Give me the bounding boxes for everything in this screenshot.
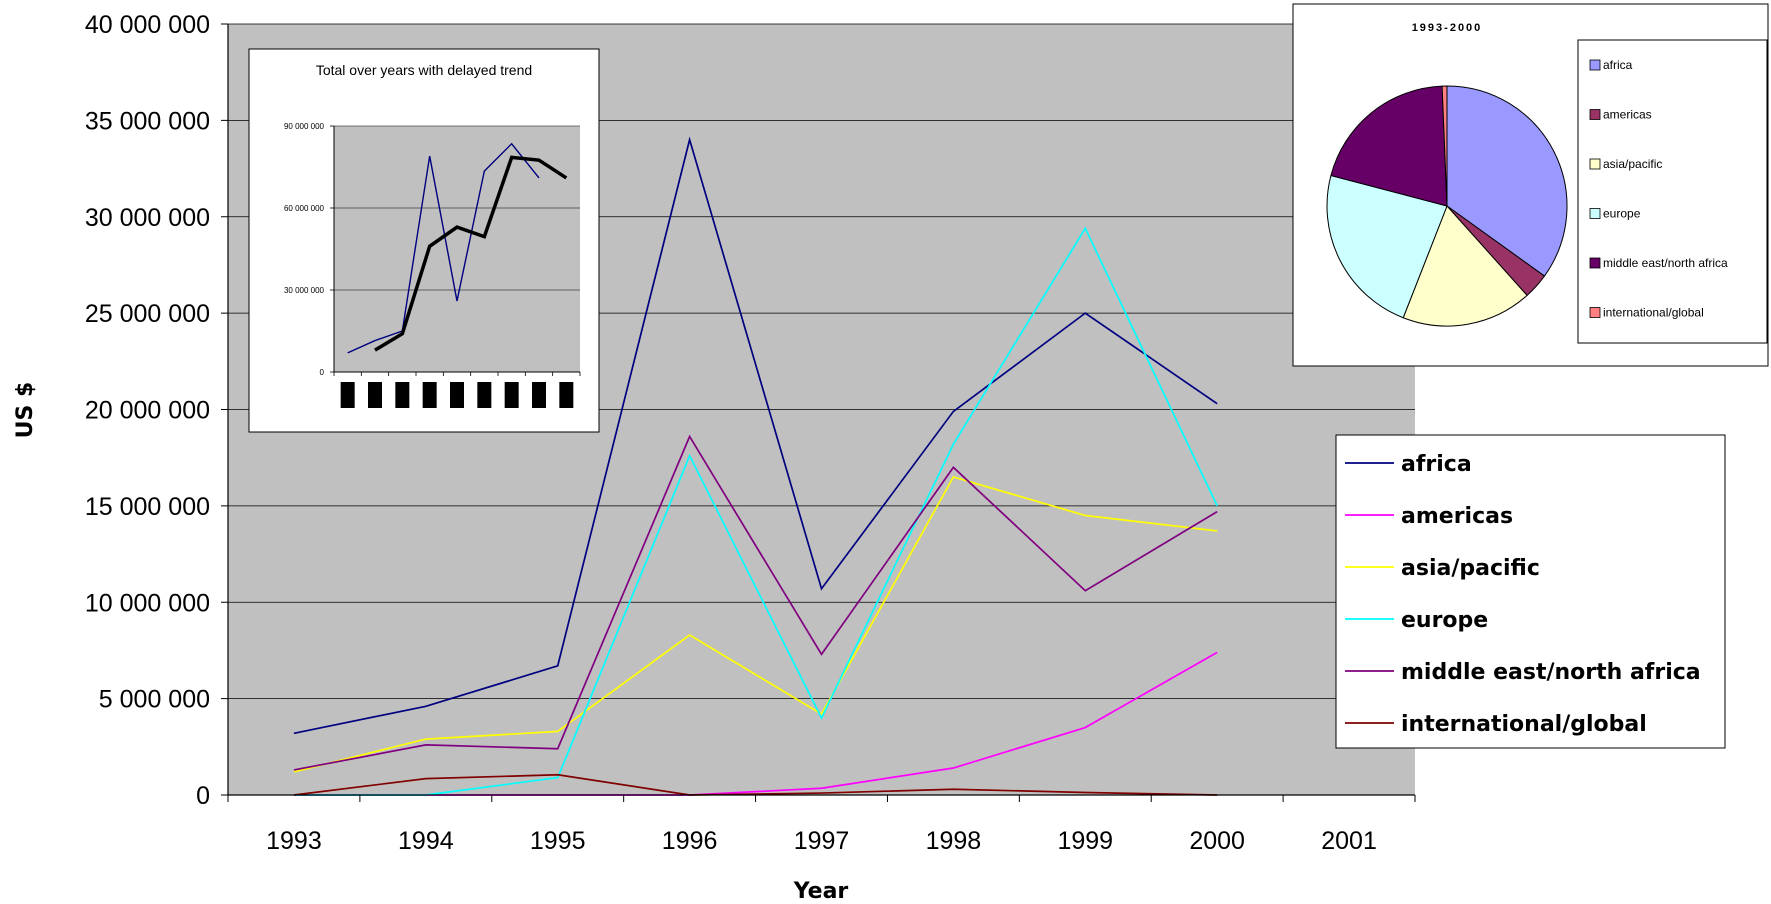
x-tick-label: 1994 xyxy=(398,827,454,855)
y-tick-label: 15 000 000 xyxy=(85,493,210,521)
pie-slice-asia-pacific xyxy=(1402,205,1528,327)
inset-x-tick-labels xyxy=(333,372,581,408)
pie-slice-europe xyxy=(1326,174,1448,319)
x-tick-label: 1997 xyxy=(794,827,850,855)
pie-chart: 1993-2000 africa americas asia/pacific euro… xyxy=(1292,3,1769,367)
pie-legend-swatch xyxy=(1589,59,1601,71)
pie-legend-swatch xyxy=(1589,307,1601,318)
series-line-international-global xyxy=(293,773,1218,796)
series-line-middle-east-north-africa xyxy=(293,434,1218,771)
y-tick-label: 25 000 000 xyxy=(85,300,210,328)
inset-series-lines xyxy=(347,142,568,354)
legend-label: americas xyxy=(1401,504,1513,529)
inset-y-tick-label: 90 000 000 xyxy=(284,122,325,131)
legend-label: international/global xyxy=(1401,712,1647,737)
x-tick-label: 2000 xyxy=(1189,827,1245,855)
x-tick-label: 1998 xyxy=(926,827,982,855)
inset-x-tick-label-block xyxy=(395,382,410,408)
inset-total-chart: Total over years with delayed trend 0 30 … xyxy=(248,48,600,433)
legend-box xyxy=(1335,434,1726,749)
legend-label: asia/pacific xyxy=(1401,556,1540,581)
x-axis-ticks: 1993 1994 1995 1996 1997 1998 1999 2000 2001 xyxy=(227,795,1416,855)
x-tick-label: 1995 xyxy=(530,827,586,855)
y-tick-label: 0 xyxy=(196,782,210,810)
x-tick-label: 2001 xyxy=(1321,827,1377,855)
y-tick-label: 20 000 000 xyxy=(85,397,210,425)
pie-slices xyxy=(1326,85,1568,327)
y-tick-label: 5 000 000 xyxy=(99,686,210,714)
pie-legend-label: middle east/north africa xyxy=(1603,256,1728,270)
pie-legend-swatch xyxy=(1589,208,1601,219)
y-axis-ticks: 0 5 000 000 10 000 000 15 000 000 20 000 000… xyxy=(85,11,228,810)
y-axis-title: US $ xyxy=(13,382,38,439)
inset-x-tick-label-block xyxy=(368,382,382,408)
inset-x-tick-label-block xyxy=(504,382,519,408)
pie-legend: africa americas asia/pacific europe middle e… xyxy=(1589,58,1728,320)
inset-total-line xyxy=(347,142,540,354)
pie-slice-international-global xyxy=(1441,85,1448,207)
y-tick-label: 35 000 000 xyxy=(85,107,210,135)
inset-title: Total over years with delayed trend xyxy=(316,62,532,78)
inset-y-axis-ticks: 0 30 000 000 60 000 000 90 000 000 xyxy=(284,122,334,377)
pie-legend-label: international/global xyxy=(1603,306,1704,320)
pie-title: 1993-2000 xyxy=(1412,22,1483,34)
inset-y-tick-label: 60 000 000 xyxy=(284,204,325,213)
series-lines xyxy=(293,136,1218,796)
inset-x-tick-label-block xyxy=(477,382,492,408)
x-tick-label: 1996 xyxy=(662,827,718,855)
main-line-chart: 0 5 000 000 10 000 000 15 000 000 20 000 000… xyxy=(13,11,1726,904)
legend-label: africa xyxy=(1401,452,1472,477)
x-axis-title: Year xyxy=(793,879,849,904)
pie-legend-box xyxy=(1577,39,1768,344)
pie-legend-swatch xyxy=(1589,257,1601,269)
x-tick-label: 1993 xyxy=(266,827,322,855)
pie-slice-middle-east-north-africa xyxy=(1330,85,1448,207)
pie-legend-swatch xyxy=(1589,109,1601,120)
series-line-africa xyxy=(293,136,1218,735)
y-tick-label: 10 000 000 xyxy=(85,589,210,617)
pie-slice-africa xyxy=(1446,85,1568,277)
legend: africa americas asia/pacific europe middle e… xyxy=(1335,434,1726,749)
inset-x-tick-label-block xyxy=(532,382,546,408)
pie-legend-swatch xyxy=(1589,158,1601,170)
legend-label: middle east/north africa xyxy=(1401,660,1701,685)
inset-x-tick-label-block xyxy=(422,382,437,408)
pie-legend-label: africa xyxy=(1603,58,1633,72)
inset-x-tick-label-block xyxy=(450,382,464,408)
inset-trend-line xyxy=(374,155,568,352)
pie-legend-label: americas xyxy=(1603,108,1652,122)
inset-x-tick-label-block xyxy=(340,382,355,408)
legend-label: europe xyxy=(1401,608,1488,633)
inset-gridlines xyxy=(334,125,580,291)
series-line-europe xyxy=(293,226,1218,796)
inset-y-tick-label: 30 000 000 xyxy=(284,286,325,295)
x-tick-label: 1999 xyxy=(1057,827,1113,855)
y-tick-label: 40 000 000 xyxy=(85,11,210,39)
y-tick-label: 30 000 000 xyxy=(85,204,210,232)
inset-plot-area xyxy=(334,126,580,372)
series-line-asia-pacific xyxy=(293,475,1218,773)
inset-y-tick-label: 0 xyxy=(320,368,325,377)
pie-legend-label: europe xyxy=(1603,207,1641,221)
inset-x-tick-label-block xyxy=(559,382,574,408)
pie-legend-label: asia/pacific xyxy=(1603,157,1662,171)
